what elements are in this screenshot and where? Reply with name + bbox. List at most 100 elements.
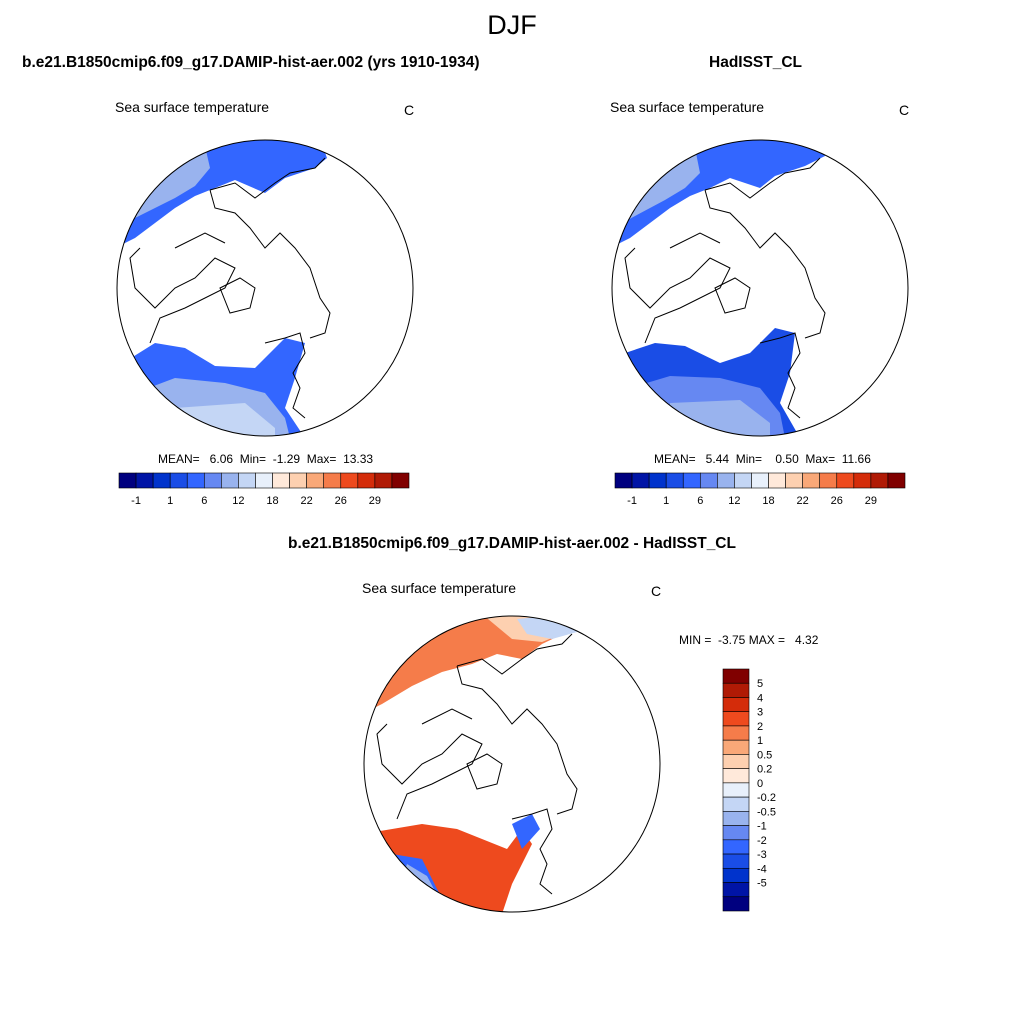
colorbar-swatch xyxy=(722,768,750,784)
colorbar-tick-label: 6 xyxy=(697,495,703,507)
coastline-asia xyxy=(209,157,331,339)
coastline-greenland xyxy=(466,753,503,790)
colorbar-swatch xyxy=(785,472,803,489)
panel-2-stats: MEAN= 5.44 Min= 0.50 Max= 11.66 xyxy=(654,452,871,466)
panel-3-title: b.e21.B1850cmip6.f09_g17.DAMIP-hist-aer.… xyxy=(288,535,736,552)
colorbar-tick-label: -1 xyxy=(627,495,637,507)
coastline-europe xyxy=(264,332,306,419)
map-panel-2 xyxy=(611,139,909,437)
colorbar-swatch xyxy=(221,472,239,489)
colorbar-tick-label: -0.5 xyxy=(757,806,776,818)
panel-1-stats: MEAN= 6.06 Min= -1.29 Max= 13.33 xyxy=(158,452,374,466)
panel-2-variable: Sea surface temperature xyxy=(610,99,765,115)
colorbar-swatch xyxy=(255,472,273,489)
colorbar-swatch xyxy=(722,697,750,713)
colorbar-swatch xyxy=(722,725,750,741)
coastline-america xyxy=(624,232,731,344)
colorbar-swatch xyxy=(665,472,684,489)
map-panel-3 xyxy=(363,615,661,913)
colorbar-swatch xyxy=(203,472,222,489)
colorbar-tick-label: -1 xyxy=(131,495,141,507)
colorbar-swatch xyxy=(391,472,410,489)
colorbar-tick-label: 22 xyxy=(301,495,313,507)
coastline-america xyxy=(376,708,483,820)
colorbar-swatch xyxy=(722,668,750,684)
colorbar-tick-label: -0.2 xyxy=(757,792,776,804)
colorbar-swatch xyxy=(648,472,667,489)
europe-diff-negative xyxy=(512,814,540,849)
coastline-europe xyxy=(759,332,801,419)
colorbar-swatch xyxy=(118,472,137,489)
colorbar-tick-label: -3 xyxy=(757,849,767,861)
panel-3-variable: Sea surface temperature xyxy=(362,580,517,596)
panel-3-units: C xyxy=(651,583,662,599)
colorbar-swatch xyxy=(323,472,342,489)
figure-title: DJF xyxy=(487,10,537,40)
colorbar-swatch xyxy=(722,867,750,883)
colorbar-swatch xyxy=(768,472,786,489)
colorbar-panel-3: 5 4 3 2 1 0.5 0.2 0 -0.2 -0.5 -1 -2 -3 -4 -5 xyxy=(722,668,776,912)
colorbar-swatch xyxy=(717,472,735,489)
colorbar-swatch xyxy=(722,882,750,898)
colorbar-tick-label: 22 xyxy=(797,495,809,507)
coastline-asia xyxy=(456,633,578,815)
colorbar-swatch xyxy=(722,811,750,826)
coastline-asia xyxy=(704,157,826,339)
colorbar-tick-label: 18 xyxy=(762,495,774,507)
colorbar-tick-label: 1 xyxy=(757,735,763,747)
colorbar-swatch xyxy=(135,472,154,489)
colorbar-tick-label: 4 xyxy=(757,692,763,704)
colorbar-tick-label: -1 xyxy=(757,821,767,833)
panel-2-units: C xyxy=(899,102,910,118)
colorbar-swatch xyxy=(272,472,290,489)
colorbar-swatch xyxy=(631,472,650,489)
colorbar-tick-label: 2 xyxy=(757,721,763,733)
colorbar-tick-label: 29 xyxy=(865,495,877,507)
colorbar-tick-label: 29 xyxy=(369,495,381,507)
colorbar-swatch xyxy=(802,472,821,489)
colorbar-swatch xyxy=(169,472,188,489)
colorbar-swatch xyxy=(722,754,750,769)
panel-3-stats: MIN = -3.75 MAX = 4.32 xyxy=(679,633,819,647)
panel-1-variable: Sea surface temperature xyxy=(115,99,270,115)
colorbar-swatch xyxy=(722,839,750,855)
colorbar-tick-label: 3 xyxy=(757,707,763,719)
colorbar-tick-label: 0.2 xyxy=(757,764,772,776)
colorbar-swatch xyxy=(722,711,750,727)
colorbar-swatch xyxy=(614,472,633,489)
map-panel-1 xyxy=(116,139,414,437)
colorbar-tick-label: -4 xyxy=(757,863,767,875)
colorbar-swatch xyxy=(152,472,171,489)
colorbar-swatch xyxy=(340,472,359,489)
colorbar-swatch xyxy=(238,472,256,489)
colorbar-tick-label: 6 xyxy=(201,495,207,507)
colorbar-tick-label: 26 xyxy=(831,495,843,507)
coastline-greenland xyxy=(714,277,751,314)
colorbar-swatch xyxy=(722,853,750,869)
colorbar-swatch xyxy=(836,472,855,489)
colorbar-swatch xyxy=(682,472,701,489)
colorbar-swatch xyxy=(374,472,393,489)
colorbar-swatch xyxy=(734,472,752,489)
colorbar-swatch xyxy=(722,682,750,698)
colorbar-panel-2: -1 1 6 12 18 22 26 29 xyxy=(614,472,906,507)
coastline-greenland xyxy=(219,277,256,314)
colorbar-swatch xyxy=(186,472,205,489)
colorbar-tick-label: 1 xyxy=(167,495,173,507)
colorbar-swatch xyxy=(722,896,750,912)
colorbar-tick-label: -2 xyxy=(757,835,767,847)
colorbar-swatch xyxy=(722,782,750,798)
colorbar-tick-label: 0 xyxy=(757,778,763,790)
colorbar-swatch xyxy=(887,472,906,489)
colorbar-tick-label: 5 xyxy=(757,678,763,690)
colorbar-swatch xyxy=(699,472,718,489)
colorbar-tick-label: 12 xyxy=(232,495,244,507)
colorbar-tick-label: 26 xyxy=(335,495,347,507)
coastline-europe xyxy=(511,808,553,895)
colorbar-swatch xyxy=(289,472,307,489)
colorbar-tick-label: -5 xyxy=(757,878,767,890)
panel-1-units: C xyxy=(404,102,415,118)
colorbar-swatch xyxy=(357,472,376,489)
coastline-america xyxy=(129,232,236,344)
colorbar-swatch xyxy=(722,825,750,841)
